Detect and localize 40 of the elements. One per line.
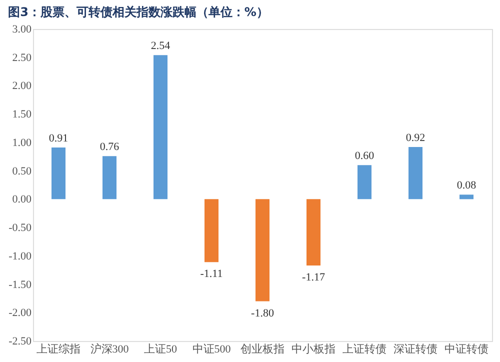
y-tick-label: 0.50 xyxy=(12,165,32,178)
x-tick-label: 中证转债 xyxy=(444,342,488,356)
x-tick-label: 中小板指 xyxy=(292,342,336,356)
bar xyxy=(358,165,372,200)
bar xyxy=(204,199,218,262)
y-tick-label: -1.50 xyxy=(8,278,32,291)
data-label: -1.17 xyxy=(302,272,326,284)
data-label: -1.11 xyxy=(200,268,223,280)
bar xyxy=(154,55,168,200)
y-tick-label: -2.50 xyxy=(8,336,32,348)
y-tick-label: -1.00 xyxy=(8,250,32,262)
data-label: -1.80 xyxy=(251,307,274,320)
bar xyxy=(408,146,422,200)
chart-title: 图3：股票、可转债相关指数涨跌幅（单位：%） xyxy=(8,5,268,19)
bar xyxy=(102,156,116,200)
x-tick-label: 深证转债 xyxy=(394,344,438,356)
x-tick-label: 上证综指 xyxy=(36,342,80,356)
x-tick-label: 中证500 xyxy=(192,342,232,356)
y-tick-label: 0.00 xyxy=(12,194,32,206)
y-tick-label: 1.00 xyxy=(12,136,32,149)
x-tick-label: 上证转债 xyxy=(342,342,386,356)
bar xyxy=(306,199,320,266)
y-tick-label: 2.00 xyxy=(12,80,32,92)
bar xyxy=(460,194,474,200)
y-tick-label: -0.50 xyxy=(8,222,32,234)
data-label: 0.91 xyxy=(48,132,68,145)
data-label: 2.54 xyxy=(150,40,171,52)
data-label: 0.92 xyxy=(406,132,426,144)
y-tick-label: -2.00 xyxy=(8,307,32,320)
x-tick-label: 创业板指 xyxy=(240,342,284,356)
y-tick-label: 3.00 xyxy=(12,24,32,36)
data-label: 0.60 xyxy=(354,150,375,162)
bar xyxy=(52,148,66,200)
data-label: 0.76 xyxy=(100,141,120,154)
bar xyxy=(256,199,270,302)
y-tick-label: 2.50 xyxy=(12,52,32,64)
x-tick-label: 上证50 xyxy=(144,342,178,356)
data-label: 0.08 xyxy=(456,180,477,192)
x-tick-label: 沪深300 xyxy=(90,342,130,356)
y-tick-label: 1.50 xyxy=(12,108,32,121)
